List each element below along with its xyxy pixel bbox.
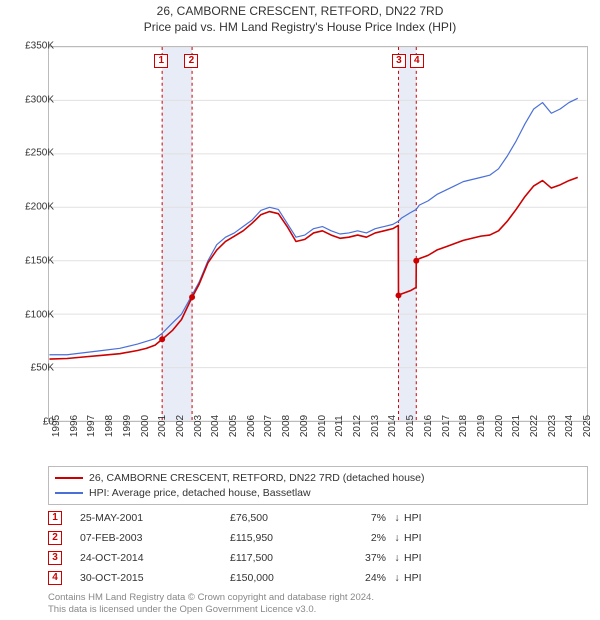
sale-row: 4 30-OCT-2015£150,00024%↓HPI: [48, 568, 588, 588]
legend-swatch-hpi: [55, 492, 83, 494]
y-axis-label: £100K: [25, 309, 54, 320]
legend-label-hpi: HPI: Average price, detached house, Bass…: [89, 486, 311, 501]
x-axis-label: 2013: [370, 415, 381, 437]
down-arrow-icon: ↓: [390, 572, 404, 584]
sale-date: 25-MAY-2001: [80, 512, 230, 524]
x-axis-label: 2023: [547, 415, 558, 437]
x-axis-label: 2017: [441, 415, 452, 437]
sale-price: £76,500: [230, 512, 340, 524]
sale-row: 3 24-OCT-2014£117,50037%↓HPI: [48, 548, 588, 568]
sale-marker-2: 2: [184, 54, 198, 68]
x-axis-label: 2018: [458, 415, 469, 437]
legend: 26, CAMBORNE CRESCENT, RETFORD, DN22 7RD…: [48, 466, 588, 505]
down-arrow-icon: ↓: [390, 532, 404, 544]
x-axis-label: 2000: [140, 415, 151, 437]
x-axis-label: 2016: [423, 415, 434, 437]
sale-vs-label: HPI: [404, 552, 444, 564]
sale-pct: 24%: [340, 572, 390, 584]
x-axis-label: 2004: [210, 415, 221, 437]
y-axis-label: £300K: [25, 94, 54, 105]
title-line1: 26, CAMBORNE CRESCENT, RETFORD, DN22 7RD: [0, 4, 600, 20]
sale-vs-label: HPI: [404, 572, 444, 584]
sale-date: 07-FEB-2003: [80, 532, 230, 544]
x-axis-label: 2011: [334, 415, 345, 437]
sale-price: £150,000: [230, 572, 340, 584]
sale-marker-4: 4: [410, 54, 424, 68]
sale-pct: 7%: [340, 512, 390, 524]
legend-item-property: 26, CAMBORNE CRESCENT, RETFORD, DN22 7RD…: [55, 471, 581, 486]
title-line2: Price paid vs. HM Land Registry's House …: [0, 20, 600, 36]
legend-label-property: 26, CAMBORNE CRESCENT, RETFORD, DN22 7RD…: [89, 471, 425, 486]
x-axis-label: 2010: [317, 415, 328, 437]
y-axis-label: £150K: [25, 255, 54, 266]
sale-price: £115,950: [230, 532, 340, 544]
down-arrow-icon: ↓: [390, 552, 404, 564]
sales-table: 125-MAY-2001£76,5007%↓HPI207-FEB-2003£11…: [48, 508, 588, 588]
x-axis-label: 2020: [494, 415, 505, 437]
sale-vs-label: HPI: [404, 512, 444, 524]
legend-item-hpi: HPI: Average price, detached house, Bass…: [55, 486, 581, 501]
sale-price: £117,500: [230, 552, 340, 564]
x-axis-label: 2014: [387, 415, 398, 437]
sale-marker-icon: 3: [48, 551, 62, 565]
x-axis-label: 2005: [228, 415, 239, 437]
x-axis-label: 2001: [157, 415, 168, 437]
x-axis-label: 2015: [405, 415, 416, 437]
x-axis-label: 2003: [193, 415, 204, 437]
x-axis-label: 1995: [51, 415, 62, 437]
chart-title-block: 26, CAMBORNE CRESCENT, RETFORD, DN22 7RD…: [0, 0, 600, 35]
x-axis-label: 2021: [511, 415, 522, 437]
sale-marker-icon: 1: [48, 511, 62, 525]
x-axis-label: 2002: [175, 415, 186, 437]
x-axis-label: 2007: [263, 415, 274, 437]
sale-marker-1: 1: [154, 54, 168, 68]
footer-attribution: Contains HM Land Registry data © Crown c…: [48, 592, 588, 616]
y-axis-label: £350K: [25, 41, 54, 52]
sale-date: 30-OCT-2015: [80, 572, 230, 584]
sale-pct: 2%: [340, 532, 390, 544]
x-axis-label: 2012: [352, 415, 363, 437]
sale-vs-label: HPI: [404, 532, 444, 544]
x-axis-label: 2006: [246, 415, 257, 437]
sale-row: 1 25-MAY-2001£76,5007%↓HPI: [48, 508, 588, 528]
x-axis-label: 2008: [281, 415, 292, 437]
sale-marker-icon: 2: [48, 531, 62, 545]
x-axis-label: 2024: [564, 415, 575, 437]
x-axis-label: 1996: [69, 415, 80, 437]
x-axis-label: 2019: [476, 415, 487, 437]
sale-date: 24-OCT-2014: [80, 552, 230, 564]
x-axis-label: 1997: [86, 415, 97, 437]
sale-marker-3: 3: [392, 54, 406, 68]
y-axis-label: £200K: [25, 202, 54, 213]
x-axis-label: 2009: [299, 415, 310, 437]
sale-pct: 37%: [340, 552, 390, 564]
sale-marker-icon: 4: [48, 571, 62, 585]
x-axis-label: 1998: [104, 415, 115, 437]
chart-area: [48, 46, 588, 422]
sale-row: 2 07-FEB-2003£115,9502%↓HPI: [48, 528, 588, 548]
down-arrow-icon: ↓: [390, 512, 404, 524]
legend-swatch-property: [55, 477, 83, 479]
chart-svg: [49, 47, 587, 421]
footer-line1: Contains HM Land Registry data © Crown c…: [48, 592, 588, 604]
x-axis-label: 1999: [122, 415, 133, 437]
y-axis-label: £250K: [25, 148, 54, 159]
x-axis-label: 2022: [529, 415, 540, 437]
x-axis-label: 2025: [582, 415, 593, 437]
footer-line2: This data is licensed under the Open Gov…: [48, 604, 588, 616]
y-axis-label: £50K: [31, 363, 54, 374]
